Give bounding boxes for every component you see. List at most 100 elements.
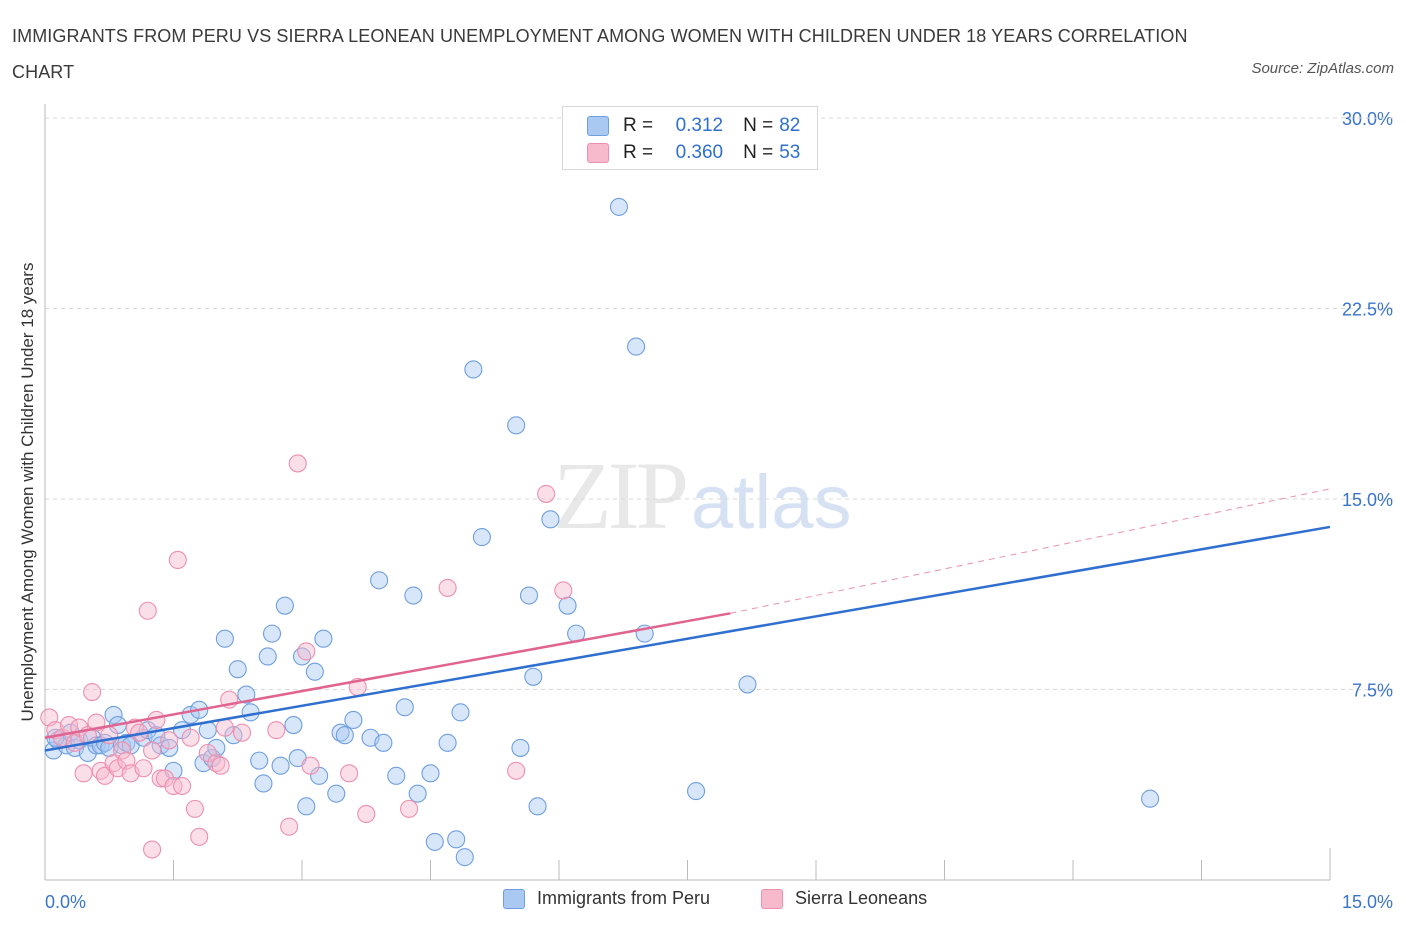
- data-point-sierra-leone: [438, 578, 457, 597]
- data-point-sierra-leone: [74, 764, 93, 783]
- data-point-peru: [305, 662, 324, 681]
- chart-title: IMMIGRANTS FROM PERU VS SIERRA LEONEAN U…: [12, 26, 1188, 82]
- data-point-peru: [314, 629, 333, 648]
- data-point-peru: [237, 685, 256, 704]
- legend-n-label: N =: [743, 115, 774, 136]
- data-point-sierra-leone: [113, 741, 132, 760]
- data-point-peru: [738, 675, 757, 694]
- source-label: Source: ZipAtlas.com: [1251, 60, 1394, 77]
- data-point-sierra-leone: [297, 642, 316, 661]
- data-point-sierra-leone: [181, 728, 200, 747]
- data-point-sierra-leone: [357, 804, 376, 824]
- data-point-peru: [275, 596, 294, 615]
- series-legend: Immigrants from Peru Sierra Leoneans: [0, 888, 1406, 916]
- legend-item-sierra-leone[interactable]: Sierra Leoneans: [761, 888, 927, 909]
- data-point-sierra-leone: [83, 682, 102, 702]
- data-point-peru: [541, 510, 560, 529]
- data-point-sierra-leone: [173, 776, 192, 796]
- y-tick-label: 15.0%: [1342, 490, 1393, 510]
- data-point-sierra-leone: [288, 454, 307, 473]
- data-point-peru: [258, 647, 277, 666]
- data-point-peru: [404, 586, 423, 605]
- data-point-peru: [228, 660, 247, 679]
- legend-label-peru: Immigrants from Peru: [537, 888, 711, 908]
- data-point-sierra-leone: [134, 759, 153, 778]
- data-point-peru: [464, 360, 483, 379]
- data-point-peru: [335, 726, 354, 745]
- data-point-sierra-leone: [554, 581, 573, 600]
- watermark-zip: ZIP: [553, 442, 689, 549]
- data-point-peru: [250, 751, 269, 770]
- data-point-peru: [241, 703, 260, 722]
- sierra-leone-swatch: [587, 143, 609, 163]
- y-tick-label: 30.0%: [1342, 109, 1393, 129]
- data-point-peru: [421, 764, 440, 783]
- data-point-peru: [395, 698, 414, 717]
- data-point-peru: [207, 738, 226, 757]
- legend-item-peru[interactable]: Immigrants from Peru: [503, 888, 710, 909]
- data-point-peru: [327, 784, 346, 803]
- data-point-sierra-leone: [160, 731, 179, 750]
- data-point-peru: [447, 830, 466, 849]
- data-point-peru: [519, 586, 539, 605]
- data-point-peru: [297, 797, 316, 816]
- trendline-sierra-leone: [44, 612, 731, 739]
- legend-r-value-peru: 0.312: [675, 115, 724, 136]
- data-point-sierra-leone: [211, 756, 230, 775]
- data-point-peru: [438, 733, 457, 752]
- trendline-sierra-leone-extension: [730, 488, 1331, 614]
- data-point-sierra-leone: [143, 741, 162, 760]
- data-point-peru: [507, 416, 526, 435]
- watermark: ZIP atlas: [553, 440, 852, 551]
- data-point-peru: [284, 716, 303, 735]
- legend-label-sierra-leone: Sierra Leoneans: [795, 888, 928, 908]
- peru-swatch: [503, 888, 525, 909]
- legend-n-label: N =: [743, 142, 774, 163]
- data-point-sierra-leone: [400, 799, 419, 818]
- y-tick-label: 22.5%: [1342, 300, 1393, 320]
- data-point-sierra-leone: [507, 761, 526, 780]
- legend-r-label: R =: [623, 142, 654, 163]
- data-point-sierra-leone: [301, 756, 320, 775]
- legend-n-value-sierra-leone: 53: [779, 142, 801, 163]
- data-point-peru: [271, 756, 290, 775]
- data-point-peru: [370, 571, 389, 590]
- legend-r-value-sierra-leone: 0.360: [675, 142, 724, 163]
- sierra-leone-swatch: [761, 888, 783, 909]
- data-point-sierra-leone: [267, 721, 286, 740]
- data-point-sierra-leone: [232, 723, 252, 742]
- data-point-peru: [558, 596, 577, 615]
- data-point-peru: [344, 710, 363, 730]
- legend-r-label: R =: [623, 115, 654, 136]
- data-point-sierra-leone: [168, 550, 187, 570]
- data-point-peru: [528, 797, 547, 816]
- x-tick-label: 15.0%: [1342, 892, 1393, 912]
- data-point-peru: [472, 528, 491, 547]
- data-point-peru: [374, 733, 393, 752]
- legend-row-peru: R = 0.312 N = 82: [587, 114, 800, 138]
- peru-swatch: [587, 116, 609, 136]
- data-point-sierra-leone: [143, 840, 162, 859]
- data-point-peru: [627, 337, 646, 356]
- data-point-sierra-leone: [190, 827, 209, 846]
- legend-row-sierra-leone: R = 0.360 N = 53: [587, 141, 800, 165]
- data-point-peru: [408, 784, 427, 803]
- data-point-peru: [451, 703, 470, 722]
- data-point-peru: [455, 848, 474, 867]
- data-point-peru: [104, 705, 123, 724]
- legend-n-value-peru: 82: [779, 115, 801, 136]
- data-point-peru: [215, 629, 234, 648]
- data-point-peru: [1141, 789, 1160, 808]
- data-point-peru: [524, 667, 543, 686]
- data-point-sierra-leone: [340, 764, 359, 783]
- data-point-sierra-leone: [215, 718, 234, 737]
- data-point-peru: [687, 782, 706, 801]
- stats-legend: R = 0.312 N = 82 R = 0.360 N = 53: [562, 106, 818, 170]
- data-point-peru: [262, 624, 282, 643]
- data-point-peru: [254, 774, 273, 793]
- data-point-peru: [609, 197, 629, 216]
- watermark-atlas: atlas: [691, 460, 852, 545]
- data-point-peru: [425, 832, 444, 851]
- data-point-peru: [387, 766, 406, 785]
